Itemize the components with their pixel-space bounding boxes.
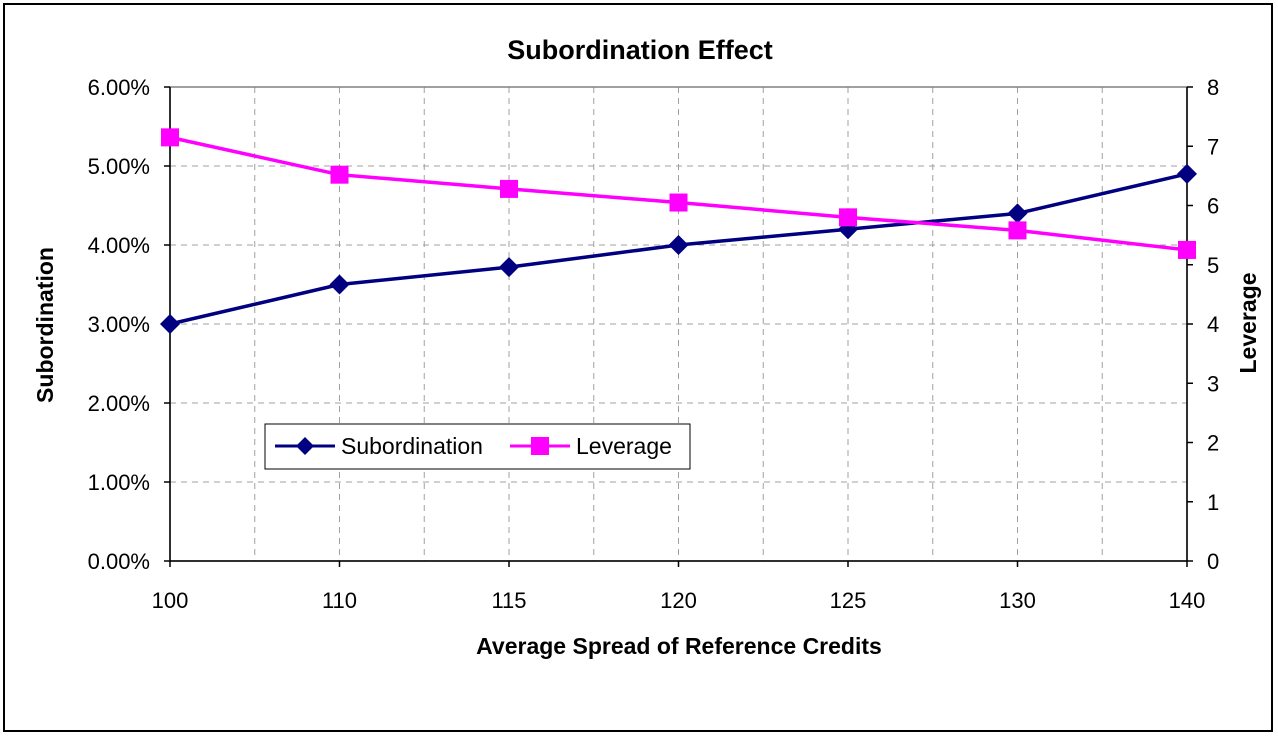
axis-layer: 0.00% 1.00% 2.00% 3.00% 4.00% 5.00% 6.00% 0 1 2 3 4…	[88, 75, 1220, 613]
y-right-tick-label: 6	[1207, 194, 1219, 219]
y-left-tick-label: 3.00%	[88, 312, 150, 337]
legend: Subordination Leverage	[264, 423, 691, 470]
y-left-tick-label: 6.00%	[88, 75, 150, 100]
chart-frame	[3, 3, 1273, 732]
y-right-tick-label: 2	[1207, 431, 1219, 456]
y-right-tick-label: 4	[1207, 312, 1219, 337]
x-tick-label: 115	[491, 588, 526, 613]
y-left-tick-label: 4.00%	[88, 233, 150, 258]
data-point-subordination	[329, 274, 350, 295]
legend-label-subordination: Subordination	[341, 433, 483, 459]
y-right-tick-label: 7	[1207, 134, 1219, 159]
x-tick-label: 125	[830, 588, 867, 613]
data-point-leverage	[1178, 240, 1196, 259]
y-right-tick-label: 5	[1207, 253, 1219, 278]
data-point-subordination	[668, 235, 689, 255]
x-tick-label: 110	[322, 588, 357, 613]
legend-box	[264, 423, 691, 470]
data-point-subordination	[1007, 203, 1028, 224]
data-point-leverage	[839, 208, 857, 227]
legend-marker-subordination	[296, 437, 314, 455]
y-left-tick-label: 5.00%	[88, 154, 150, 179]
y-left-tick-label: 2.00%	[88, 391, 150, 416]
legend-label-leverage: Leverage	[576, 433, 672, 459]
y-right-tick-label: 1	[1207, 490, 1219, 515]
data-point-subordination	[160, 314, 180, 334]
data-point-leverage	[500, 179, 518, 198]
y-right-tick-label: 8	[1207, 75, 1219, 100]
y-right-tick-label: 0	[1207, 549, 1219, 574]
data-point-leverage	[161, 128, 179, 147]
series-layer	[160, 128, 1197, 334]
x-tick-label: 100	[152, 588, 189, 613]
y-axis-right-title: Leverage	[1235, 272, 1261, 373]
data-point-subordination	[1177, 163, 1197, 184]
chart-title: Subordination Effect	[507, 35, 773, 65]
data-point-leverage	[669, 193, 688, 212]
x-tick-label: 130	[999, 588, 1036, 613]
data-point-leverage	[330, 165, 349, 184]
legend-marker-leverage	[531, 437, 549, 455]
data-point-leverage	[1008, 221, 1027, 240]
y-right-tick-label: 3	[1207, 371, 1219, 396]
x-axis-title: Average Spread of Reference Credits	[476, 633, 882, 659]
data-point-subordination	[499, 257, 519, 278]
y-left-tick-label: 1.00%	[88, 470, 150, 495]
grid-layer	[170, 87, 1187, 561]
y-axis-left-title: Subordination	[32, 247, 58, 403]
x-tick-label: 120	[660, 588, 697, 613]
x-tick-label: 140	[1169, 588, 1206, 613]
y-left-tick-label: 0.00%	[88, 549, 150, 574]
